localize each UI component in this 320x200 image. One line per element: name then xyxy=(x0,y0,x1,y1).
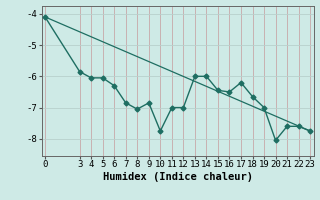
X-axis label: Humidex (Indice chaleur): Humidex (Indice chaleur) xyxy=(103,172,252,182)
